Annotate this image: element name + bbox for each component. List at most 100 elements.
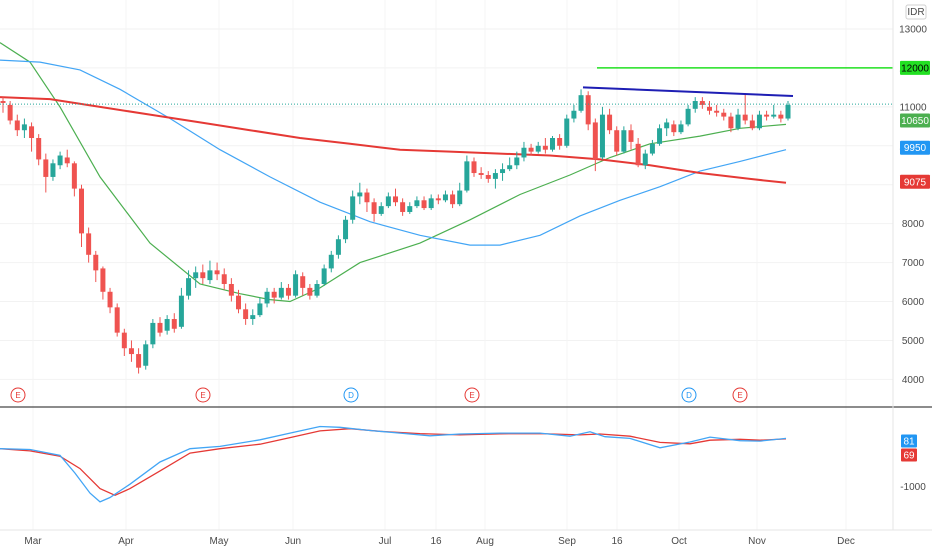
candle-body[interactable] <box>43 159 49 177</box>
candle-body[interactable] <box>64 157 70 164</box>
candle-body[interactable] <box>143 344 149 366</box>
candle-body[interactable] <box>207 270 213 281</box>
candle-body[interactable] <box>136 354 142 368</box>
candle-body[interactable] <box>714 110 720 113</box>
candle-body[interactable] <box>385 196 391 207</box>
candle-body[interactable] <box>778 114 784 119</box>
candle-body[interactable] <box>514 157 520 166</box>
candle-body[interactable] <box>100 268 106 292</box>
candle-body[interactable] <box>128 348 134 355</box>
candle-body[interactable] <box>0 101 6 103</box>
candle-body[interactable] <box>485 174 491 179</box>
candle-body[interactable] <box>457 190 463 205</box>
candle-body[interactable] <box>450 194 456 205</box>
candle-body[interactable] <box>614 130 620 152</box>
event-marker[interactable]: D <box>343 387 359 403</box>
candle-body[interactable] <box>107 291 113 308</box>
event-marker[interactable]: E <box>732 387 748 403</box>
candle-body[interactable] <box>599 114 605 158</box>
candle-body[interactable] <box>150 322 156 345</box>
event-marker[interactable]: D <box>681 387 697 403</box>
candle-body[interactable] <box>671 124 677 133</box>
candle-body[interactable] <box>36 138 42 160</box>
candle-body[interactable] <box>464 161 470 191</box>
candle-body[interactable] <box>421 200 427 209</box>
candle-body[interactable] <box>293 274 299 296</box>
candle-body[interactable] <box>435 198 441 201</box>
candle-body[interactable] <box>585 95 591 125</box>
candle-body[interactable] <box>678 124 684 133</box>
candle-body[interactable] <box>500 169 506 174</box>
candle-body[interactable] <box>414 200 420 207</box>
candle-body[interactable] <box>221 274 227 284</box>
trend-line[interactable] <box>582 86 794 97</box>
candle-body[interactable] <box>378 206 384 214</box>
candle-body[interactable] <box>471 161 477 174</box>
candle-body[interactable] <box>79 188 84 234</box>
candle-body[interactable] <box>86 233 92 255</box>
candle-body[interactable] <box>164 319 170 331</box>
candle-body[interactable] <box>71 163 77 189</box>
candle-body[interactable] <box>535 145 541 152</box>
candle-body[interactable] <box>371 202 377 214</box>
candle-body[interactable] <box>214 270 220 275</box>
candle-body[interactable] <box>278 287 284 298</box>
candle-body[interactable] <box>50 163 56 177</box>
candle-body[interactable] <box>492 173 498 179</box>
candle-body[interactable] <box>271 291 277 298</box>
candle-body[interactable] <box>771 114 777 117</box>
candle-body[interactable] <box>578 95 584 111</box>
candle-body[interactable] <box>264 291 270 304</box>
candle-body[interactable] <box>407 206 413 212</box>
candle-body[interactable] <box>785 104 791 119</box>
candle-body[interactable] <box>7 104 13 121</box>
candle-body[interactable] <box>685 108 691 125</box>
candle-body[interactable] <box>707 106 712 111</box>
candle-body[interactable] <box>557 138 563 146</box>
candle-body[interactable] <box>314 283 320 296</box>
candle-body[interactable] <box>400 202 406 212</box>
candle-body[interactable] <box>171 319 177 329</box>
candle-body[interactable] <box>200 272 206 279</box>
candle-body[interactable] <box>756 114 762 129</box>
candle-body[interactable] <box>649 143 655 154</box>
candle-body[interactable] <box>243 309 249 320</box>
candle-body[interactable] <box>114 307 120 333</box>
candle-body[interactable] <box>664 122 670 129</box>
candle-body[interactable] <box>321 268 327 284</box>
candle-body[interactable] <box>250 315 256 320</box>
candle-body[interactable] <box>635 143 641 166</box>
candle-body[interactable] <box>749 120 755 129</box>
candle-body[interactable] <box>236 295 241 310</box>
candle-body[interactable] <box>29 126 35 139</box>
candle-body[interactable] <box>343 219 349 240</box>
candle-body[interactable] <box>14 120 20 131</box>
candle-body[interactable] <box>442 194 448 201</box>
candle-body[interactable] <box>393 196 398 203</box>
candle-body[interactable] <box>657 128 663 144</box>
candle-body[interactable] <box>728 116 734 129</box>
candle-body[interactable] <box>300 276 306 288</box>
candle-body[interactable] <box>621 130 627 152</box>
candle-body[interactable] <box>571 110 577 119</box>
candle-body[interactable] <box>364 192 370 203</box>
event-marker[interactable]: E <box>195 387 211 403</box>
event-marker[interactable]: E <box>10 387 26 403</box>
candle-body[interactable] <box>735 114 741 129</box>
candle-body[interactable] <box>350 196 356 220</box>
candle-body[interactable] <box>742 114 748 121</box>
candle-body[interactable] <box>592 122 598 160</box>
candle-body[interactable] <box>93 254 99 271</box>
candle-body[interactable] <box>21 124 27 131</box>
candle-body[interactable] <box>357 192 363 197</box>
candle-body[interactable] <box>607 114 613 131</box>
candle-body[interactable] <box>285 287 291 296</box>
event-marker[interactable]: E <box>464 387 480 403</box>
candle-body[interactable] <box>528 147 534 152</box>
candle-body[interactable] <box>193 272 199 279</box>
candle-body[interactable] <box>542 145 548 150</box>
candle-body[interactable] <box>186 278 192 296</box>
candle-body[interactable] <box>121 332 127 349</box>
candle-body[interactable] <box>521 147 527 158</box>
